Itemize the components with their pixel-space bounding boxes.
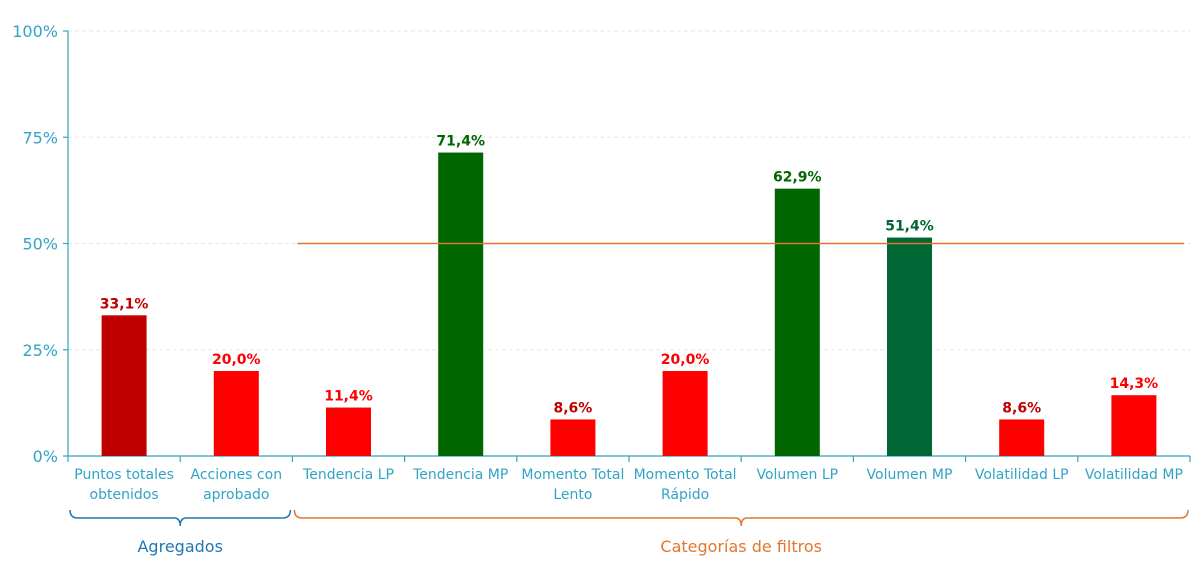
x-tick-label: Momento Total — [521, 467, 624, 483]
bar — [662, 371, 708, 456]
x-tick-label: obtenidos — [90, 487, 159, 503]
x-tick-label: Lento — [553, 487, 592, 503]
x-tick-label: Momento Total — [634, 467, 737, 483]
data-label: 14,3% — [1110, 376, 1159, 392]
data-label: 8,6% — [1002, 400, 1041, 416]
bar — [213, 371, 259, 456]
bar — [101, 315, 147, 456]
data-label: 62,9% — [773, 170, 822, 186]
x-tick-label: Tendencia LP — [302, 467, 394, 483]
x-tick-label: Volatilidad LP — [975, 467, 1069, 483]
bar — [887, 237, 932, 456]
bar — [774, 188, 820, 457]
x-tick-label: aprobado — [203, 487, 269, 503]
data-label: 20,0% — [212, 352, 261, 368]
group-label: Agregados — [137, 537, 222, 556]
group-label: Categorías de filtros — [660, 537, 822, 556]
bar — [326, 407, 371, 456]
group-bracket — [69, 509, 292, 527]
x-tick-label: Volumen LP — [756, 467, 838, 483]
x-tick-label: Tendencia MP — [412, 467, 508, 483]
bar — [438, 152, 484, 457]
y-tick-label: 0% — [33, 447, 58, 466]
x-tick-label: Rápido — [661, 487, 709, 503]
data-label: 71,4% — [436, 134, 485, 150]
x-tick-label: Volumen MP — [867, 467, 953, 483]
x-tick-label: Puntos totales — [74, 467, 174, 483]
y-tick-label: 25% — [22, 341, 58, 360]
y-tick-label: 50% — [22, 235, 58, 254]
bar — [550, 419, 596, 456]
data-label: 20,0% — [661, 352, 710, 368]
y-tick-label: 100% — [12, 22, 58, 41]
data-label: 8,6% — [553, 400, 592, 416]
x-tick-label: Acciones con — [191, 467, 283, 483]
group-bracket — [293, 509, 1189, 527]
data-label: 33,1% — [100, 296, 149, 312]
x-tick-label: Volatilidad MP — [1085, 467, 1183, 483]
data-label: 11,4% — [324, 389, 373, 405]
bar — [1111, 395, 1157, 456]
y-tick-label: 75% — [22, 128, 58, 147]
bar — [999, 419, 1045, 456]
data-label: 51,4% — [885, 219, 934, 235]
